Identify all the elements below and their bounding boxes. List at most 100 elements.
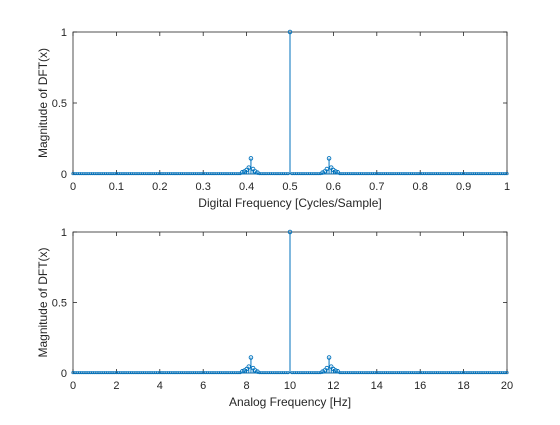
stem-marker-baseline	[190, 370, 194, 375]
stem-marker-baseline	[182, 370, 186, 375]
stem-marker-baseline	[192, 370, 197, 375]
stem-marker-baseline	[381, 370, 385, 375]
stem-marker-baseline	[462, 171, 466, 176]
stem-marker-baseline	[166, 171, 171, 176]
stem-marker-baseline	[186, 370, 190, 375]
stem-marker-baseline	[362, 370, 366, 375]
stem-marker-baseline	[268, 171, 273, 176]
stem-marker-baseline	[277, 370, 281, 375]
stem-marker-baseline	[136, 370, 140, 375]
stem-marker-baseline	[427, 370, 431, 375]
stem-marker-baseline	[455, 171, 459, 176]
stem-marker-baseline	[275, 370, 279, 375]
stem-marker-baseline	[123, 171, 127, 176]
stem-marker-baseline	[138, 370, 142, 375]
stem-marker-baseline	[216, 171, 220, 176]
stem-marker-baseline	[179, 370, 184, 375]
stem-marker-baseline	[472, 171, 477, 176]
x-tick-label: 14	[371, 380, 383, 392]
stem-marker-baseline	[340, 370, 344, 375]
stem-marker-baseline	[279, 370, 283, 375]
stem-marker-baseline	[260, 370, 264, 375]
stem-marker-baseline	[125, 370, 129, 375]
stem-marker	[333, 169, 338, 174]
y-tick-label: 0	[61, 169, 67, 181]
stem-marker-baseline	[177, 171, 181, 176]
stem-marker-baseline	[173, 171, 177, 176]
stem-marker	[255, 170, 260, 175]
stem-marker-baseline	[464, 370, 468, 375]
stem-marker-baseline	[407, 171, 411, 176]
stem-marker-baseline	[468, 370, 472, 375]
stem-marker-baseline	[82, 370, 86, 375]
stem-marker-baseline	[201, 171, 205, 176]
stem-marker-baseline	[90, 171, 95, 176]
stem-marker-baseline	[290, 171, 294, 176]
stem-marker-baseline	[310, 370, 314, 375]
stem-marker-baseline	[227, 171, 231, 176]
stem-marker-baseline	[409, 171, 414, 176]
stem-marker-baseline	[451, 171, 455, 176]
stem-marker-baseline	[375, 171, 379, 176]
stem-marker-baseline	[73, 171, 77, 176]
stem-marker-baseline	[485, 370, 490, 375]
stem-marker-baseline	[195, 171, 199, 176]
stem-marker-baseline	[498, 370, 503, 375]
stem-marker-baseline	[101, 171, 105, 176]
stem-marker-baseline	[297, 171, 301, 176]
stem-marker-baseline	[492, 370, 496, 375]
stem-marker-baseline	[440, 370, 444, 375]
y-axis-label: Magnitude of DFT(x)	[36, 247, 50, 357]
y-axis-label: Magnitude of DFT(x)	[36, 48, 50, 158]
stem-marker-baseline	[110, 370, 114, 375]
stem-marker-baseline	[158, 171, 162, 176]
stem-marker-baseline	[505, 370, 509, 375]
stem-marker-baseline	[149, 370, 153, 375]
stem-marker-baseline	[106, 370, 110, 375]
stem-marker-baseline	[171, 171, 175, 176]
stem-marker-baseline	[388, 171, 392, 176]
stem-marker-baseline	[503, 370, 507, 375]
stem-marker-baseline	[399, 370, 403, 375]
stem-marker-baseline	[266, 171, 270, 176]
stem-marker-baseline	[464, 171, 468, 176]
x-tick-label: 10	[284, 380, 296, 392]
stem-marker-baseline	[71, 370, 75, 375]
stem-marker-baseline	[116, 171, 121, 176]
stem-marker-baseline	[227, 370, 231, 375]
stem-marker-baseline	[307, 370, 312, 375]
stem-marker-baseline	[373, 370, 377, 375]
stem-marker-baseline	[149, 171, 153, 176]
stem-marker-baseline	[470, 370, 474, 375]
series	[71, 29, 509, 176]
stem-marker-baseline	[153, 370, 158, 375]
stem-marker-baseline	[156, 171, 160, 176]
stem-marker-baseline	[342, 370, 346, 375]
stem-marker-baseline	[416, 171, 420, 176]
stem-marker-baseline	[212, 370, 216, 375]
stem-marker-baseline	[412, 171, 416, 176]
stem-marker-baseline	[203, 370, 207, 375]
stem-marker-baseline	[147, 370, 151, 375]
stem-marker-baseline	[477, 370, 481, 375]
stem-marker-baseline	[169, 171, 173, 176]
stem-marker-baseline	[190, 171, 194, 176]
stem-marker-baseline	[205, 370, 210, 375]
stem-marker-baseline	[121, 370, 125, 375]
stem-marker-baseline	[444, 370, 448, 375]
x-tick-label: 0.7	[369, 181, 384, 193]
stem-marker-baseline	[86, 171, 90, 176]
stem-marker-baseline	[414, 370, 418, 375]
stem-marker-baseline	[346, 171, 351, 176]
stem-marker-baseline	[448, 171, 453, 176]
stem-marker-baseline	[433, 370, 437, 375]
stem-marker-baseline	[179, 171, 184, 176]
stem-marker-baseline	[368, 171, 372, 176]
stem-marker-baseline	[294, 171, 299, 176]
stem-marker-baseline	[373, 171, 377, 176]
stem-marker	[328, 364, 334, 369]
stem-marker-baseline	[409, 370, 414, 375]
stem-marker-baseline	[73, 370, 77, 375]
stem-marker-baseline	[234, 171, 238, 176]
stem-marker-baseline	[483, 370, 487, 375]
